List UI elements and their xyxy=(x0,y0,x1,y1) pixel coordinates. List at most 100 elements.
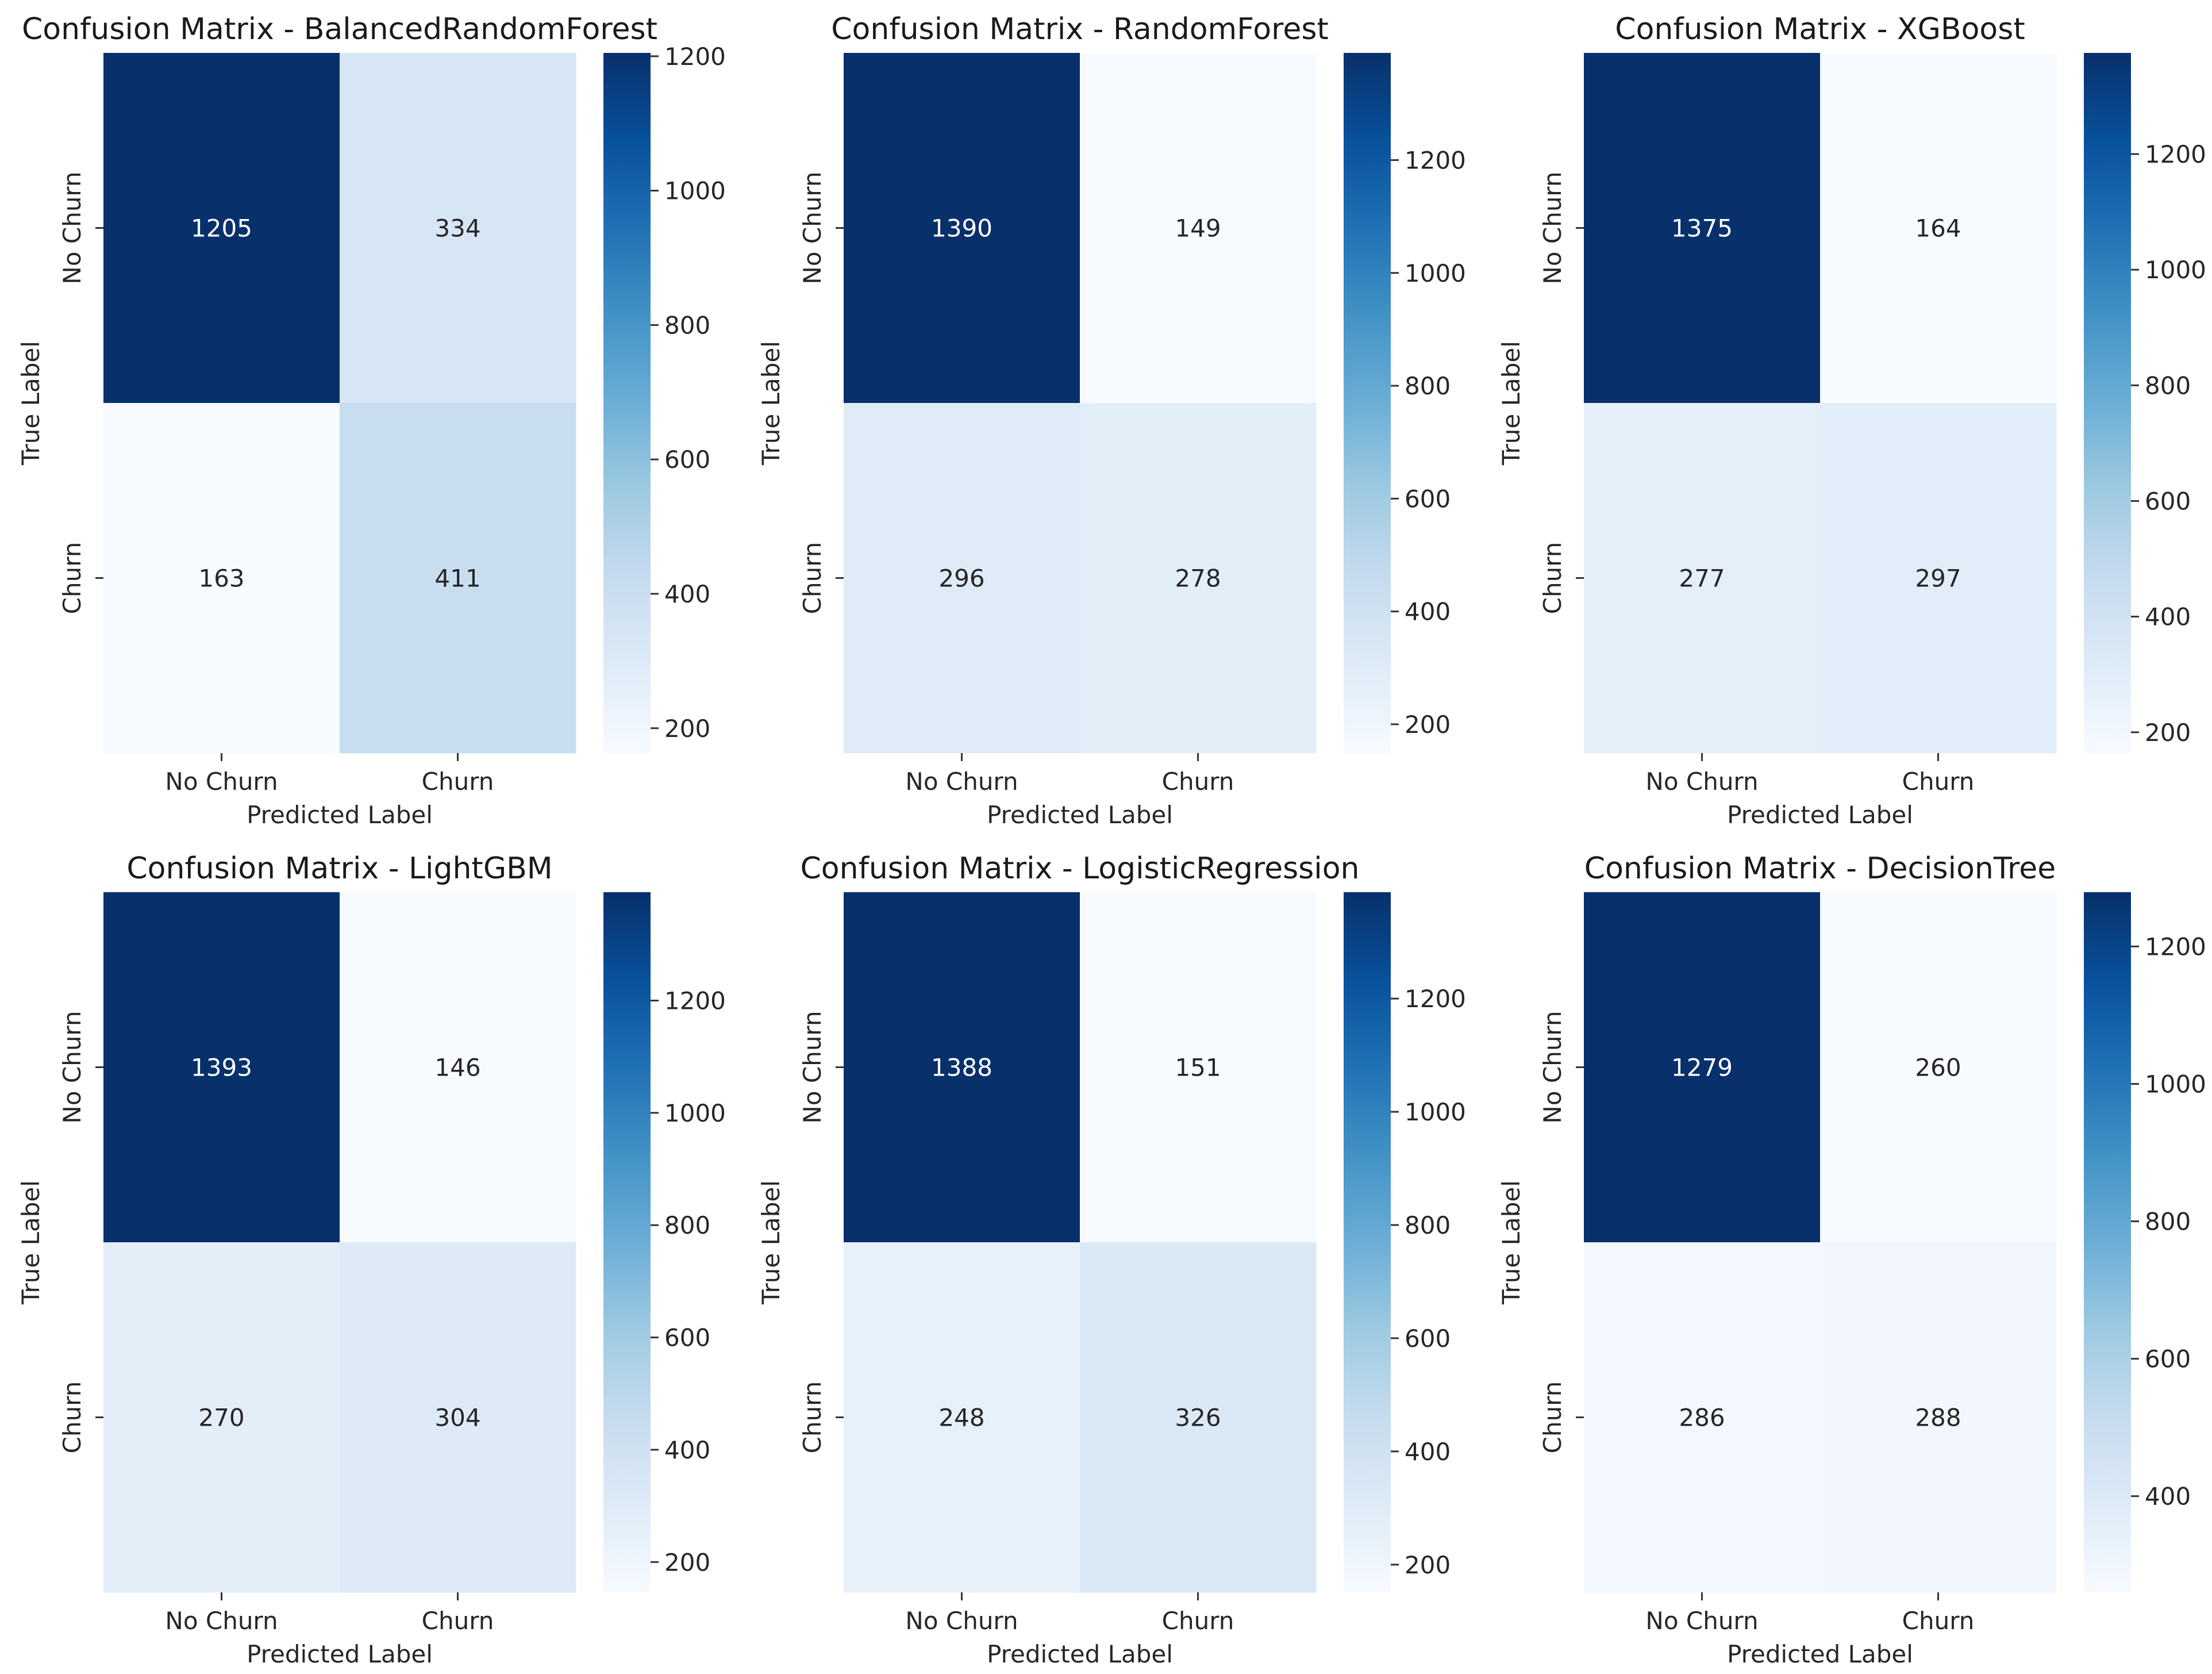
colorbar xyxy=(1344,892,1391,1592)
y-tick-label: No Churn xyxy=(1538,171,1567,284)
y-tick-label: No Churn xyxy=(58,1011,86,1123)
x-axis-label: Predicted Label xyxy=(247,801,433,829)
cell-value-label: 163 xyxy=(198,565,244,593)
cell-value-label: 326 xyxy=(1175,1404,1221,1432)
colorbar xyxy=(2084,892,2131,1592)
heatmap-cell xyxy=(1584,892,1821,1243)
heatmap-cell xyxy=(103,892,340,1243)
cell-value-label: 151 xyxy=(1175,1054,1221,1082)
y-axis-label: True Label xyxy=(757,1180,785,1305)
cell-value-label: 334 xyxy=(434,214,480,243)
colorbar xyxy=(1344,53,1391,753)
x-axis-label: Predicted Label xyxy=(1727,801,1913,829)
y-tick-label: Churn xyxy=(1538,542,1567,615)
colorbar-tick-label: 200 xyxy=(2145,719,2191,747)
chart-title: Confusion Matrix - BalancedRandomForest xyxy=(22,12,657,47)
cell-value-label: 146 xyxy=(434,1054,480,1082)
colorbar-tick-label: 800 xyxy=(2145,1208,2191,1236)
x-tick-label: No Churn xyxy=(1645,1607,1758,1635)
colorbar-tick-label: 200 xyxy=(1405,711,1451,739)
cell-value-label: 288 xyxy=(1915,1404,1961,1432)
cell-value-label: 1375 xyxy=(1671,214,1733,243)
cell-value-label: 149 xyxy=(1175,214,1221,243)
x-tick-label: No Churn xyxy=(905,767,1018,796)
colorbar-tick-label: 400 xyxy=(1405,1438,1451,1466)
colorbar-tick-label: 800 xyxy=(2145,371,2191,400)
heatmap-cell xyxy=(844,892,1080,1243)
confusion-matrix-panel: Confusion Matrix - LightGBM 1393 146 270 304… xyxy=(17,851,726,1668)
heatmap-cell xyxy=(1820,403,2057,754)
chart-title: Confusion Matrix - DecisionTree xyxy=(1584,851,2056,886)
colorbar-tick-label: 1000 xyxy=(2145,1070,2206,1098)
heatmap-cell xyxy=(340,403,576,754)
y-tick-label: Churn xyxy=(798,542,826,615)
x-tick-label: Churn xyxy=(1902,767,1975,796)
colorbar-tick-label: 800 xyxy=(1405,1211,1451,1239)
chart-title: Confusion Matrix - LightGBM xyxy=(126,851,552,886)
confusion-matrix-panel: Confusion Matrix - XGBoost 1375 164 277 297 N… xyxy=(1497,12,2206,829)
colorbar-tick-label: 1200 xyxy=(664,987,726,1015)
colorbar-tick-label: 600 xyxy=(664,446,710,474)
colorbar xyxy=(603,892,651,1592)
cell-value-label: 1279 xyxy=(1671,1054,1733,1082)
y-axis-label: True Label xyxy=(1497,1180,1525,1305)
x-axis-label: Predicted Label xyxy=(247,1640,433,1668)
y-tick-label: No Churn xyxy=(58,171,86,284)
colorbar-tick-label: 1200 xyxy=(2145,932,2206,961)
colorbar-tick-label: 600 xyxy=(664,1324,710,1352)
x-tick-label: No Churn xyxy=(165,767,278,796)
cell-value-label: 1393 xyxy=(191,1054,252,1082)
y-axis-label: True Label xyxy=(17,341,45,466)
cell-value-label: 1205 xyxy=(191,214,252,243)
heatmap-cell xyxy=(103,1242,340,1593)
heatmap-cell xyxy=(1080,892,1317,1243)
y-tick-label: Churn xyxy=(1538,1381,1567,1454)
heatmap-cell xyxy=(103,53,340,404)
cell-value-label: 411 xyxy=(434,565,480,593)
cell-value-label: 286 xyxy=(1679,1404,1725,1432)
colorbar-tick-label: 600 xyxy=(1405,1324,1451,1353)
colorbar xyxy=(2084,53,2131,753)
x-tick-label: Churn xyxy=(422,1607,494,1635)
heatmap-cell xyxy=(1584,53,1821,404)
y-axis-label: True Label xyxy=(17,1180,45,1305)
x-axis-label: Predicted Label xyxy=(987,801,1173,829)
cell-value-label: 248 xyxy=(938,1404,984,1432)
y-tick-label: No Churn xyxy=(798,1011,826,1123)
heatmap-cell xyxy=(1584,403,1821,754)
heatmap-cell xyxy=(1080,403,1317,754)
confusion-matrix-panel: Confusion Matrix - DecisionTree 1279 260 28… xyxy=(1497,851,2206,1668)
chart-title: Confusion Matrix - RandomForest xyxy=(831,12,1329,47)
x-tick-label: Churn xyxy=(1162,767,1234,796)
colorbar-tick-label: 400 xyxy=(664,580,710,608)
cell-value-label: 277 xyxy=(1679,565,1725,593)
colorbar-tick-label: 600 xyxy=(2145,487,2191,515)
x-tick-label: No Churn xyxy=(1645,767,1758,796)
heatmap-cell xyxy=(103,403,340,754)
heatmap-cell xyxy=(340,892,576,1243)
cell-value-label: 297 xyxy=(1915,565,1961,593)
x-tick-label: Churn xyxy=(1902,1607,1975,1635)
colorbar-tick-label: 400 xyxy=(2145,1483,2191,1511)
colorbar-tick-label: 1000 xyxy=(1405,1098,1466,1126)
y-axis-label: True Label xyxy=(1497,341,1525,466)
x-axis-label: Predicted Label xyxy=(987,1640,1173,1668)
heatmap-cell xyxy=(844,1242,1080,1593)
confusion-matrix-panel: Confusion Matrix - BalancedRandomForest 1… xyxy=(17,12,726,829)
colorbar-tick-label: 200 xyxy=(1405,1551,1451,1579)
confusion-matrix-panel: Confusion Matrix - LogisticRegression 138… xyxy=(757,851,1466,1668)
colorbar-tick-label: 800 xyxy=(664,311,710,339)
colorbar-tick-label: 200 xyxy=(664,1548,710,1576)
heatmap-cell xyxy=(1080,53,1317,404)
cell-value-label: 1390 xyxy=(931,214,992,243)
heatmap-cell xyxy=(1820,53,2057,404)
colorbar-tick-label: 400 xyxy=(2145,603,2191,631)
colorbar xyxy=(603,53,651,753)
colorbar-tick-label: 1000 xyxy=(2145,256,2206,284)
y-tick-label: Churn xyxy=(58,1381,86,1454)
heatmap-cell xyxy=(340,1242,576,1593)
colorbar-tick-label: 1200 xyxy=(1405,146,1466,174)
cell-value-label: 278 xyxy=(1175,565,1221,593)
x-tick-label: Churn xyxy=(1162,1607,1234,1635)
